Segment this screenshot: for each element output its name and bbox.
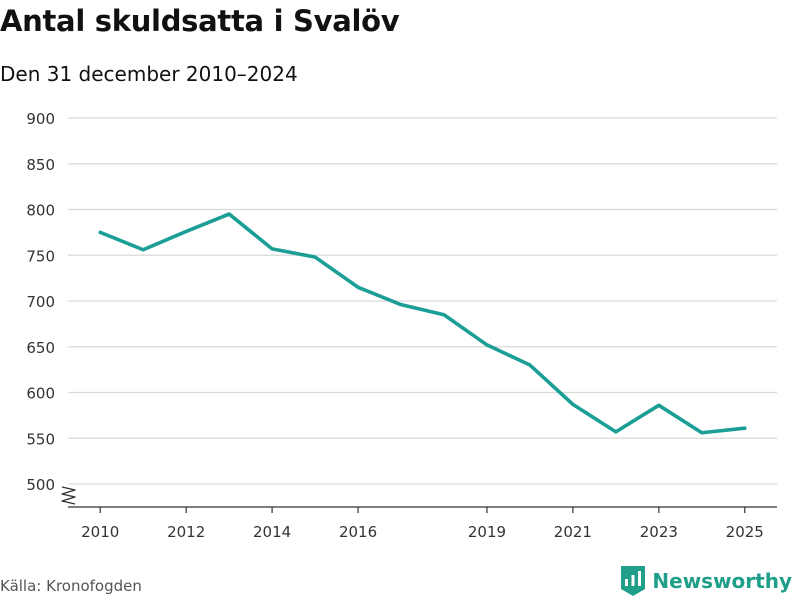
x-tick-label-2010: 2010 (81, 523, 119, 541)
y-tick-label-800: 800 (26, 202, 55, 220)
brand-logo: Newsworthy (621, 566, 792, 596)
data-point-2014 (270, 247, 274, 251)
data-point-2023 (657, 403, 661, 407)
x-tick-label-2025: 2025 (726, 523, 764, 541)
y-tick-label-550: 550 (26, 430, 55, 448)
y-tick-label-850: 850 (26, 156, 55, 174)
y-tick-label-500: 500 (26, 476, 55, 494)
data-point-2019 (485, 343, 489, 347)
series-line-0 (98, 212, 747, 435)
data-point-2021 (571, 402, 575, 406)
data-point-2012 (184, 229, 188, 233)
axis-break-icon (61, 486, 76, 505)
y-tick-label-700: 700 (26, 293, 55, 311)
data-point-2013 (227, 212, 231, 216)
data-point-2024 (700, 431, 704, 435)
data-point-2011 (141, 248, 145, 252)
y-tick-label-900: 900 (26, 110, 55, 128)
data-point-2015 (313, 255, 317, 259)
data-point-2010 (98, 230, 102, 234)
x-tick-label-2016: 2016 (339, 523, 377, 541)
x-tick-label-2019: 2019 (468, 523, 506, 541)
data-point-2018 (442, 313, 446, 317)
x-tick-label-2021: 2021 (554, 523, 592, 541)
newsworthy-logo-icon (621, 566, 646, 596)
y-tick-label-750: 750 (26, 247, 55, 265)
x-tick-label-2023: 2023 (640, 523, 678, 541)
chart-subtitle: Den 31 december 2010–2024 (0, 62, 298, 86)
source-note: Källa: Kronofogden (0, 577, 142, 595)
data-point-2016 (356, 285, 360, 289)
y-tick-label-650: 650 (26, 339, 55, 357)
x-tick-label-2014: 2014 (253, 523, 291, 541)
y-tick-label-600: 600 (26, 385, 55, 403)
data-point-2022 (614, 430, 618, 434)
x-tick-label-2012: 2012 (167, 523, 205, 541)
chart-title: Antal skuldsatta i Svalöv (0, 4, 400, 38)
data-point-2017 (399, 303, 403, 307)
line-chart: 500 550 600 650 700 750 800 850 900 2010 2012 2014 2… (26, 110, 777, 541)
data-point-2020 (528, 363, 532, 367)
brand-name: Newsworthy (652, 569, 792, 593)
data-point-2025 (743, 426, 747, 430)
